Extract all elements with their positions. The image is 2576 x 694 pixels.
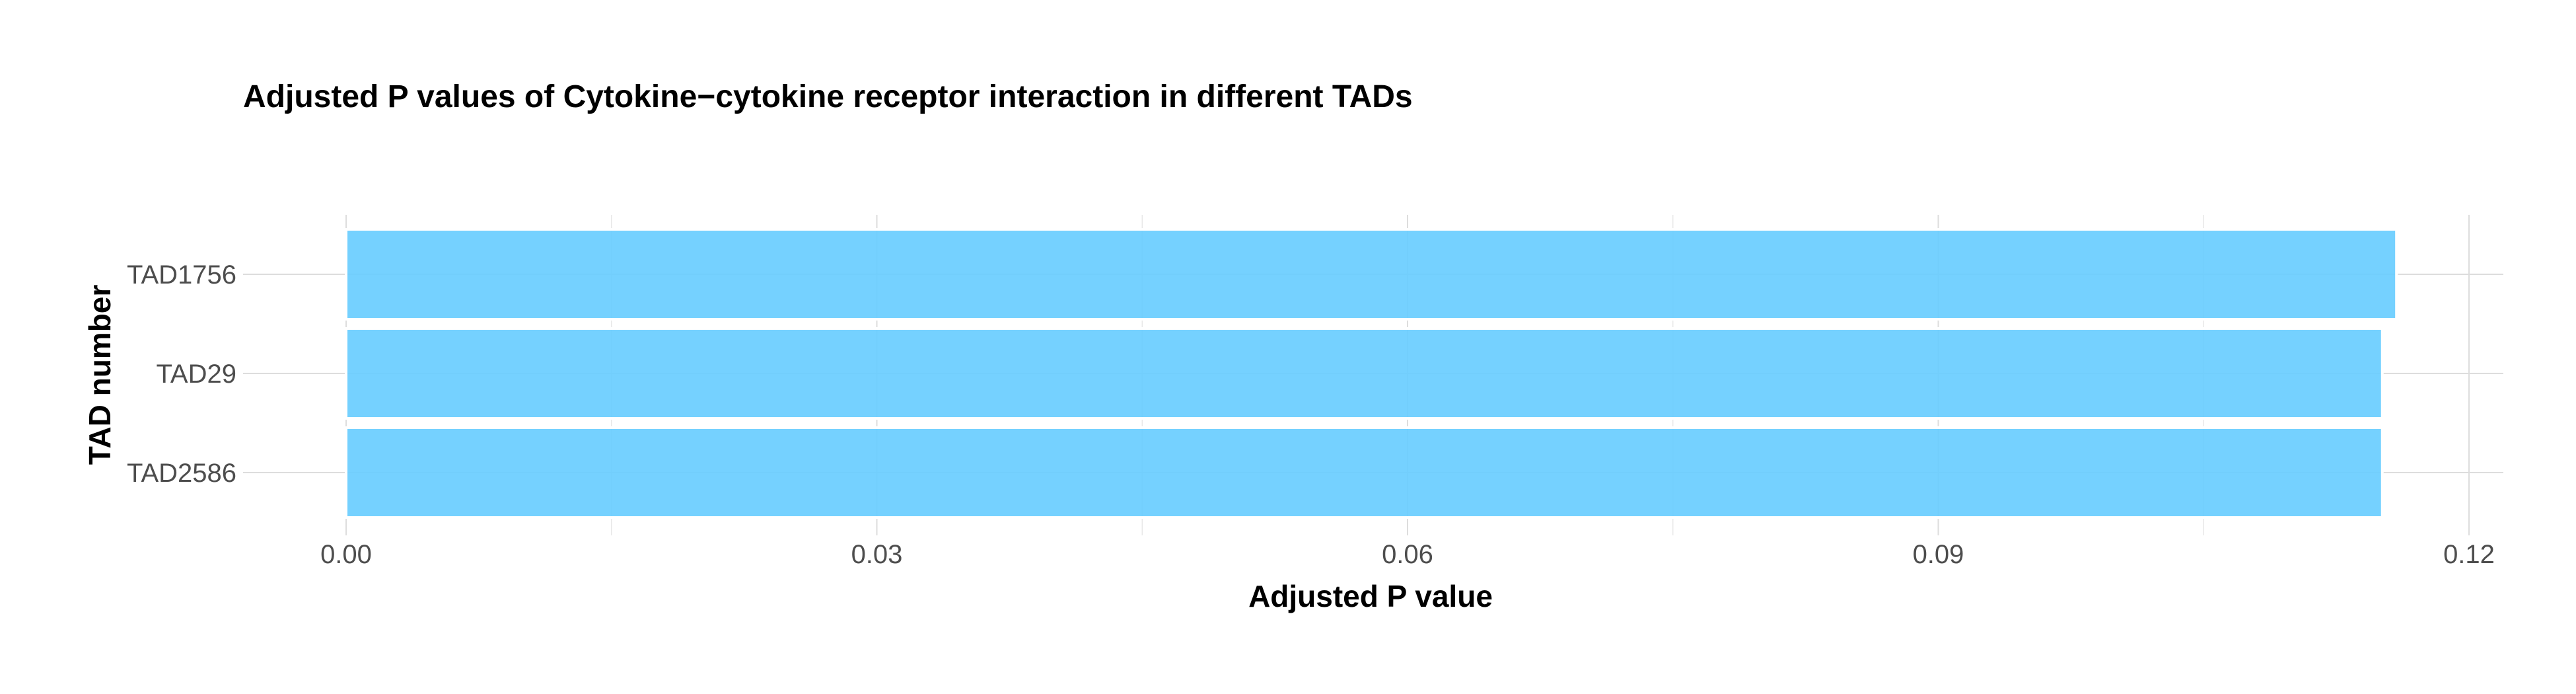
x-tick-label: 0.09 — [1913, 540, 1964, 569]
bar-tad29 — [345, 327, 2384, 420]
y-tick-label: TAD29 — [156, 360, 236, 389]
x-tick-label: 0.03 — [851, 540, 903, 569]
x-tick-labels: 0.00 0.03 0.06 0.09 0.12 — [320, 540, 2495, 569]
x-axis-title: Adjusted P value — [1248, 579, 1493, 613]
bar-tad1756 — [345, 228, 2398, 321]
y-tick-label: TAD2586 — [127, 459, 236, 488]
y-tick-labels: TAD1756 TAD29 TAD2586 — [127, 260, 236, 488]
bar-tad2586 — [345, 426, 2384, 519]
chart-title: Adjusted P values of Cytokine−cytokine r… — [243, 79, 1413, 114]
bars — [345, 228, 2398, 519]
y-tick-label: TAD1756 — [127, 260, 236, 289]
x-tick-label: 0.06 — [1382, 540, 1433, 569]
y-axis-title: TAD number — [83, 285, 117, 465]
x-tick-label: 0.12 — [2443, 540, 2495, 569]
x-tick-label: 0.00 — [320, 540, 372, 569]
